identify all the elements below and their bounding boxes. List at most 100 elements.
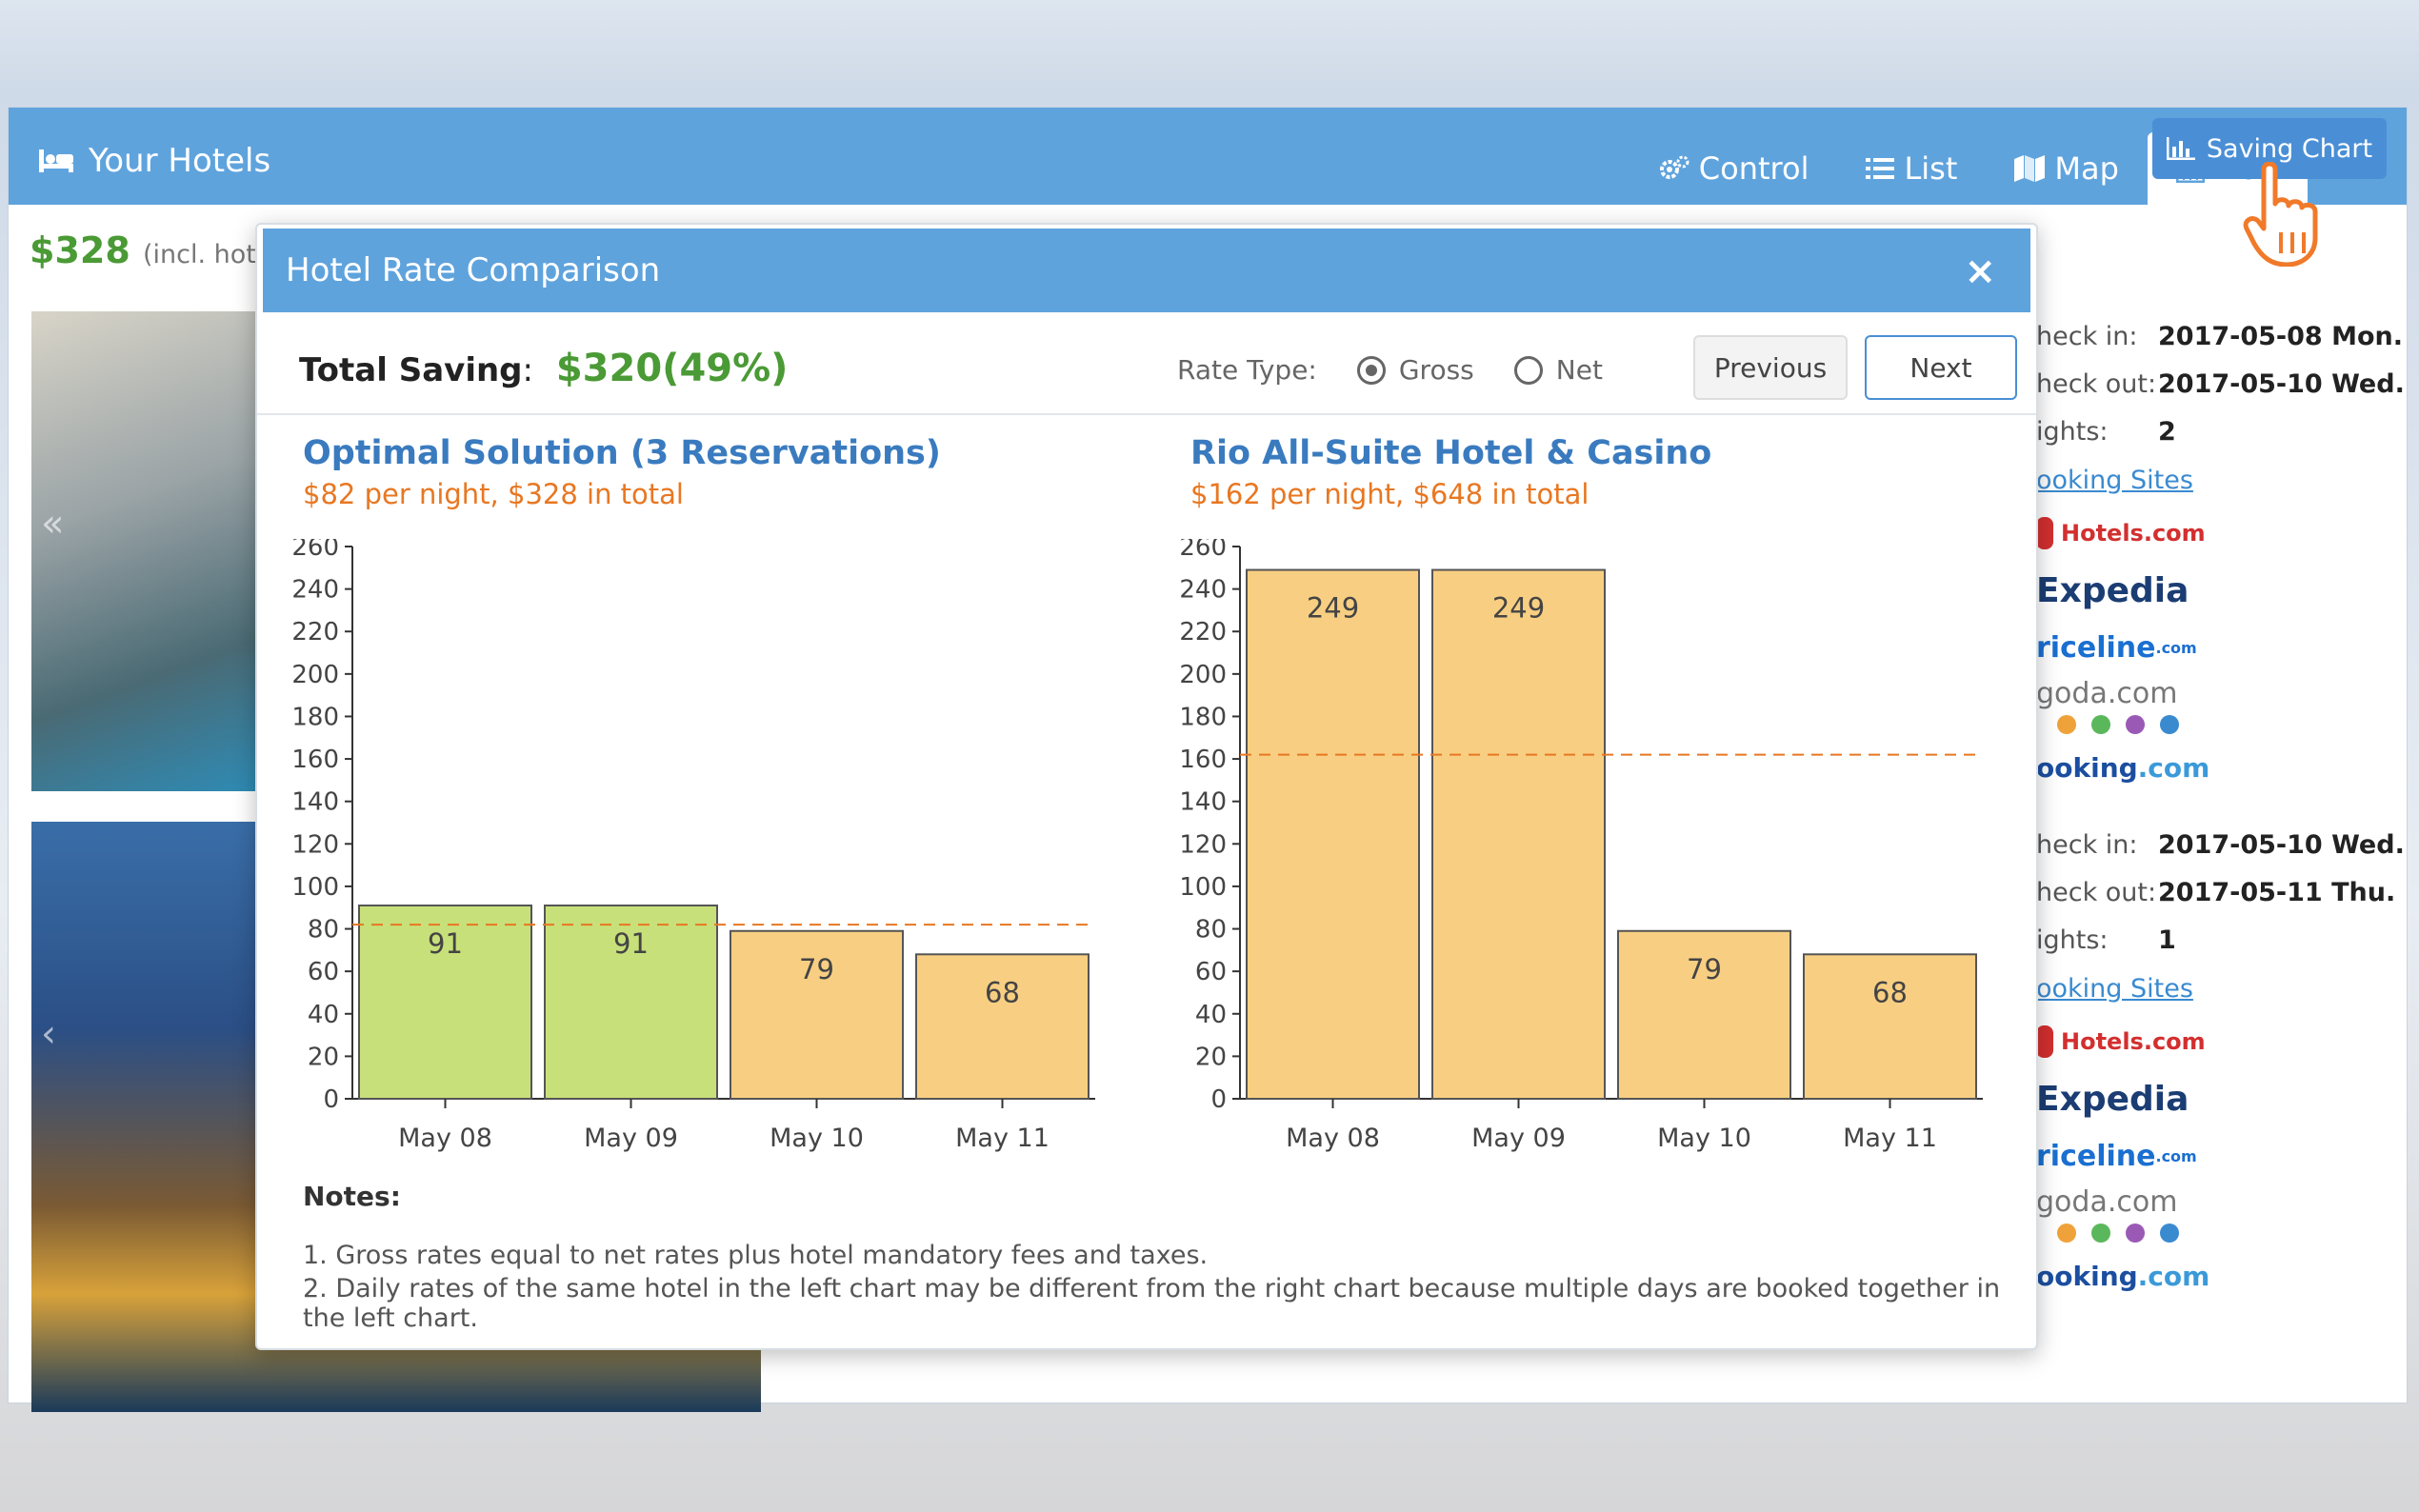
right-rate-chart: 0 20 40 60 80 100 120 140 160 180 200 220 240 260 249 M…: [1179, 539, 1983, 1153]
nav-list[interactable]: List: [1837, 132, 1986, 205]
check-out-label: heck out:: [2036, 877, 2157, 907]
x-tick-label: May 08: [398, 1124, 492, 1153]
reservation-info-1: heck in: 2017-05-08 Mon. heck out: 2017-…: [2036, 312, 2408, 796]
check-in-label: heck in:: [2036, 321, 2138, 351]
prev-photo-icon[interactable]: ‹: [41, 1012, 56, 1056]
bar-value-label: 91: [613, 927, 649, 960]
nights-row: ights: 1: [2036, 916, 2408, 964]
x-tick-label: May 11: [1843, 1124, 1937, 1153]
radio-checked-icon: [1356, 355, 1386, 385]
notes-title: Notes:: [303, 1181, 401, 1212]
total-saving-label: Total Saving: [299, 351, 523, 389]
hotels-com-text: Hotels.com: [2061, 1028, 2206, 1055]
bar: [1246, 568, 1420, 1101]
bar: [1431, 568, 1606, 1101]
y-tick-label: 160: [291, 746, 339, 774]
brand[interactable]: Your Hotels: [37, 142, 270, 180]
note-2: 2. Daily rates of the same hotel in the …: [303, 1274, 2001, 1333]
prev-photo-icon[interactable]: «: [41, 502, 65, 546]
reservation-info-2: heck in: 2017-05-10 Wed. heck out: 2017-…: [2036, 821, 2408, 1304]
priceline-text: riceline: [2036, 1139, 2156, 1173]
notes-section: Notes: 1. Gross rates equal to net rates…: [303, 1181, 2036, 1337]
right-chart-title: Rio All-Suite Hotel & Casino: [1190, 434, 1712, 472]
modal-toolbar: Total Saving: $320(49%) Rate Type: Gross…: [257, 328, 2036, 415]
y-tick-label: 120: [1179, 830, 1227, 859]
check-out-row: heck out: 2017-05-10 Wed.: [2036, 360, 2408, 408]
y-tick-label: 40: [1195, 1001, 1227, 1029]
nav-list-label: List: [1904, 150, 1958, 187]
radio-unchecked-icon: [1513, 355, 1543, 385]
y-tick-label: 100: [1179, 873, 1227, 902]
rate-gross-radio[interactable]: Gross: [1356, 354, 1474, 386]
check-in-value: 2017-05-10 Wed.: [2158, 829, 2405, 860]
y-tick-label: 40: [308, 1001, 339, 1029]
left-chart-title: Optimal Solution (3 Reservations): [303, 434, 941, 472]
bar-value-label: 249: [1492, 592, 1545, 625]
agoda-dots: [2036, 1219, 2408, 1247]
nights-row: ights: 2: [2036, 408, 2408, 455]
check-out-value: 2017-05-11 Thu.: [2158, 877, 2396, 907]
booking-com-logo[interactable]: ooking .com: [2036, 739, 2408, 796]
y-tick-label: 160: [1179, 746, 1227, 774]
x-tick-label: May 10: [1657, 1124, 1751, 1153]
nav-map[interactable]: Map: [1986, 132, 2148, 205]
saving-chart-label: Saving Chart: [2206, 133, 2373, 164]
previous-button[interactable]: Previous: [1693, 335, 1848, 400]
booking-sites-link[interactable]: ooking Sites: [2036, 465, 2193, 495]
hotels-com-logo[interactable]: Hotels.com: [2036, 505, 2408, 562]
expedia-text: Expedia: [2036, 570, 2189, 610]
next-button[interactable]: Next: [1865, 335, 2017, 400]
booking-com-text: ooking: [2036, 751, 2138, 784]
bar-value-label: 249: [1307, 592, 1359, 625]
y-tick-label: 0: [323, 1085, 339, 1114]
x-tick-label: May 11: [955, 1124, 1050, 1153]
bar-value-label: 79: [799, 953, 834, 985]
close-icon[interactable]: ×: [1964, 249, 1996, 293]
rate-gross-label: Gross: [1398, 354, 1474, 386]
nav-control[interactable]: Control: [1630, 132, 1838, 205]
bed-icon: [39, 149, 73, 172]
pointer-hand-icon: [2243, 162, 2318, 267]
bar: [1617, 929, 1791, 1100]
agoda-text: goda.com: [2036, 676, 2178, 710]
nights-value: 2: [2158, 416, 2176, 447]
nights-label: ights:: [2036, 925, 2109, 955]
bar: [915, 953, 1090, 1100]
nights-value: 1: [2158, 925, 2176, 955]
y-tick-label: 60: [308, 958, 339, 986]
modal-header: Hotel Rate Comparison ×: [263, 229, 2030, 312]
y-tick-label: 120: [291, 830, 339, 859]
agoda-logo[interactable]: goda.com: [2036, 1184, 2408, 1219]
bar: [544, 905, 718, 1100]
x-tick-label: May 09: [1471, 1124, 1566, 1153]
booking-sites-link[interactable]: ooking Sites: [2036, 973, 2193, 1004]
check-out-label: heck out:: [2036, 368, 2157, 399]
priceline-logo[interactable]: riceline .com: [2036, 619, 2408, 676]
y-tick-label: 200: [291, 661, 339, 689]
y-tick-label: 260: [291, 539, 339, 562]
nav-control-label: Control: [1698, 150, 1809, 187]
y-tick-label: 220: [291, 618, 339, 647]
rate-type-selector: Rate Type: Gross Net: [1177, 354, 1603, 386]
hotels-com-text: Hotels.com: [2061, 520, 2206, 547]
x-tick-label: May 09: [584, 1124, 678, 1153]
total-saving: Total Saving: $320(49%): [299, 347, 788, 390]
modal-title: Hotel Rate Comparison: [286, 251, 661, 289]
map-icon: [2014, 155, 2046, 182]
booking-com-suffix: .com: [2137, 751, 2210, 784]
y-tick-label: 100: [291, 873, 339, 902]
agoda-logo[interactable]: goda.com: [2036, 676, 2408, 710]
agoda-dots: [2036, 710, 2408, 739]
hotels-com-logo[interactable]: Hotels.com: [2036, 1013, 2408, 1070]
y-tick-label: 260: [1179, 539, 1227, 562]
bar: [1803, 953, 1977, 1100]
hotels-com-mark: [2036, 1025, 2053, 1058]
expedia-logo[interactable]: Expedia: [2036, 562, 2408, 619]
expedia-logo[interactable]: Expedia: [2036, 1070, 2408, 1127]
priceline-logo[interactable]: riceline .com: [2036, 1127, 2408, 1184]
booking-com-logo[interactable]: ooking .com: [2036, 1247, 2408, 1304]
y-tick-label: 0: [1210, 1085, 1227, 1114]
y-tick-label: 240: [291, 576, 339, 605]
rate-net-radio[interactable]: Net: [1513, 354, 1603, 386]
